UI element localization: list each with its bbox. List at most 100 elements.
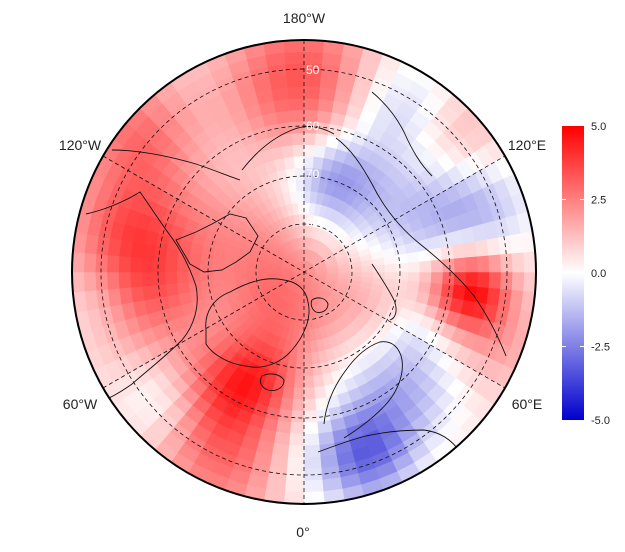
field-cell <box>164 282 179 297</box>
field-cell <box>396 262 409 273</box>
field-cell <box>141 243 156 260</box>
field-cell <box>303 364 314 377</box>
field-cell <box>303 479 324 493</box>
field-cell <box>141 284 156 301</box>
field-cell <box>511 271 525 292</box>
field-cell <box>164 247 179 262</box>
field-cell <box>281 144 295 159</box>
field-cell <box>275 109 292 124</box>
field-cell <box>106 271 120 290</box>
field-cell <box>285 167 297 181</box>
field-cell <box>303 433 320 447</box>
field-cell <box>311 363 323 377</box>
field-cell <box>452 243 467 260</box>
europe-coast <box>317 429 461 453</box>
field-cell <box>465 271 479 288</box>
field-cell <box>488 271 502 290</box>
field-cell <box>234 271 247 279</box>
field-cell <box>275 420 292 435</box>
field-cell <box>303 329 311 342</box>
field-cell <box>395 253 409 265</box>
field-cell <box>295 352 305 366</box>
field-cell <box>83 271 97 292</box>
siberia-coast <box>335 137 507 357</box>
field-cell <box>463 285 478 303</box>
anomaly-field <box>72 40 536 504</box>
field-cell <box>295 178 305 192</box>
field-cell <box>286 74 305 88</box>
colorbar-tick-minus-5: -5.0 <box>591 415 610 427</box>
field-cell <box>286 456 305 470</box>
colorbar-tick-5: 5.0 <box>591 121 606 133</box>
field-cell <box>314 397 329 412</box>
colorbar-tick-2-5: 2.5 <box>591 195 606 207</box>
field-cell <box>384 271 398 281</box>
field-cell <box>94 271 108 291</box>
longitude-label-0: 0° <box>296 524 309 540</box>
field-cell <box>176 281 191 295</box>
field-cell <box>72 271 85 293</box>
field-cell <box>361 265 374 273</box>
field-cell <box>176 271 189 284</box>
longitude-label-120w: 120°W <box>59 137 102 153</box>
field-cell <box>288 97 305 111</box>
north-america-coast <box>85 191 198 405</box>
field-cell <box>317 431 335 446</box>
field-cell <box>453 271 467 287</box>
coastlines <box>85 91 507 453</box>
latitude-label-80: 80 <box>306 215 320 229</box>
field-cell <box>303 352 313 366</box>
field-cell <box>283 491 305 504</box>
field-cell <box>283 40 305 53</box>
field-cell <box>500 253 514 273</box>
colorbar-tick-minus-2-5: -2.5 <box>591 342 610 354</box>
field-cell <box>303 132 317 146</box>
scandinavia-coast <box>323 341 403 439</box>
field-cell <box>465 256 479 273</box>
field-cell <box>289 421 305 435</box>
field-cell <box>429 282 444 297</box>
field-cell <box>293 155 305 169</box>
colorbar-gradient <box>562 126 584 420</box>
field-cell <box>294 364 305 377</box>
canadian-archipelago-coast <box>175 213 259 273</box>
field-cell <box>130 285 145 303</box>
meridian-60w-120e <box>102 155 506 389</box>
field-cell <box>407 261 421 273</box>
field-cell <box>463 241 478 259</box>
field-cell <box>453 257 467 273</box>
field-cell <box>430 271 444 285</box>
field-cell <box>289 109 305 123</box>
field-cell <box>384 263 398 273</box>
field-cell <box>476 271 490 289</box>
field-cell <box>106 254 120 273</box>
field-cell <box>419 271 432 284</box>
field-cell <box>164 259 178 273</box>
field-cell <box>164 271 178 285</box>
field-cell <box>292 387 305 400</box>
graticule <box>100 40 508 504</box>
longitude-label-60w: 60°W <box>63 396 98 412</box>
field-cell <box>287 444 305 458</box>
field-cell <box>285 468 305 482</box>
field-cell <box>407 271 421 283</box>
field-cell <box>303 444 321 458</box>
field-cell <box>303 340 312 354</box>
novaya-zemlya-coast <box>371 263 397 321</box>
field-cell <box>129 271 143 288</box>
field-cell <box>303 456 322 470</box>
field-cell <box>141 257 155 273</box>
field-cell <box>488 254 502 273</box>
field-cell <box>284 479 305 493</box>
field-cell <box>199 279 213 291</box>
field-cell <box>303 375 315 389</box>
field-cell <box>299 225 305 238</box>
field-cell <box>297 202 305 215</box>
field-cell <box>523 251 536 273</box>
field-cell <box>129 256 143 273</box>
alaska-coast <box>111 149 241 181</box>
field-cell <box>118 271 132 289</box>
field-cell <box>452 284 467 301</box>
iceland-coast <box>259 373 285 391</box>
field-cell <box>72 251 85 273</box>
